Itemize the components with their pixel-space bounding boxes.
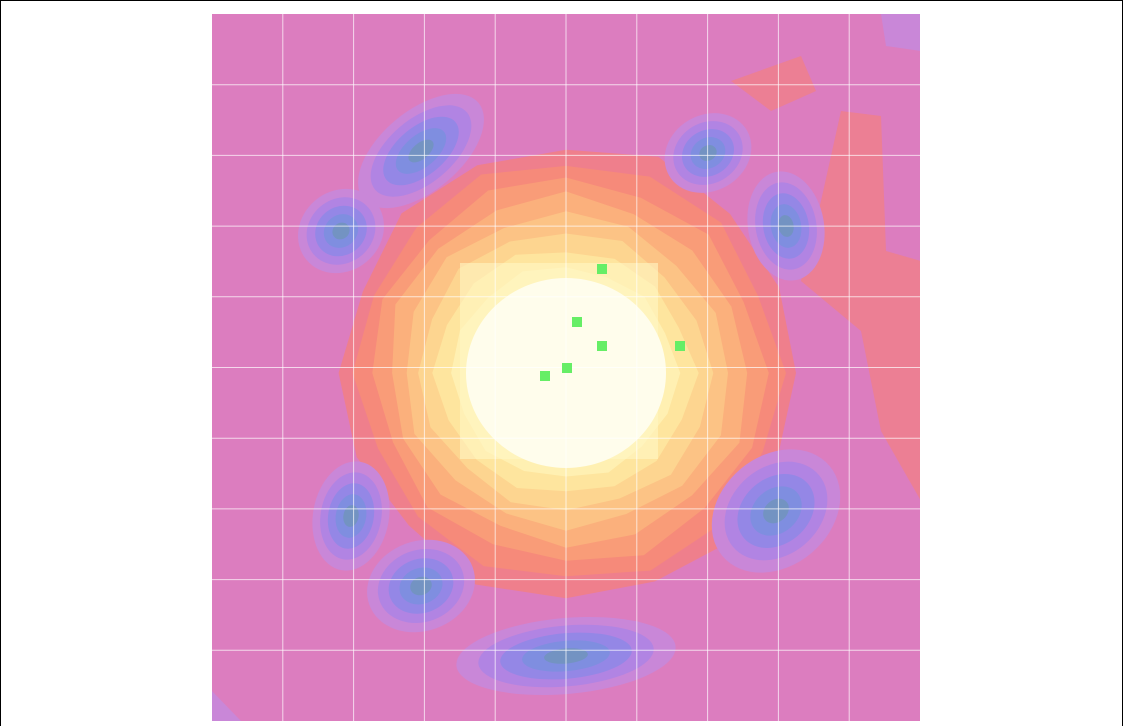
marker: [562, 363, 572, 373]
low-region: [763, 498, 789, 524]
contour-band: [731, 56, 816, 111]
marker: [572, 317, 582, 327]
marker: [597, 264, 607, 274]
low-region: [332, 222, 350, 240]
contour-band: [212, 691, 241, 721]
contour-band: [801, 111, 920, 500]
low-region: [410, 576, 432, 596]
marker: [675, 341, 685, 351]
marker: [597, 341, 607, 351]
marker: [540, 371, 550, 381]
low-region: [343, 505, 359, 527]
low-region: [408, 139, 434, 163]
contour-band: [881, 14, 920, 51]
plot-area: [212, 14, 920, 721]
